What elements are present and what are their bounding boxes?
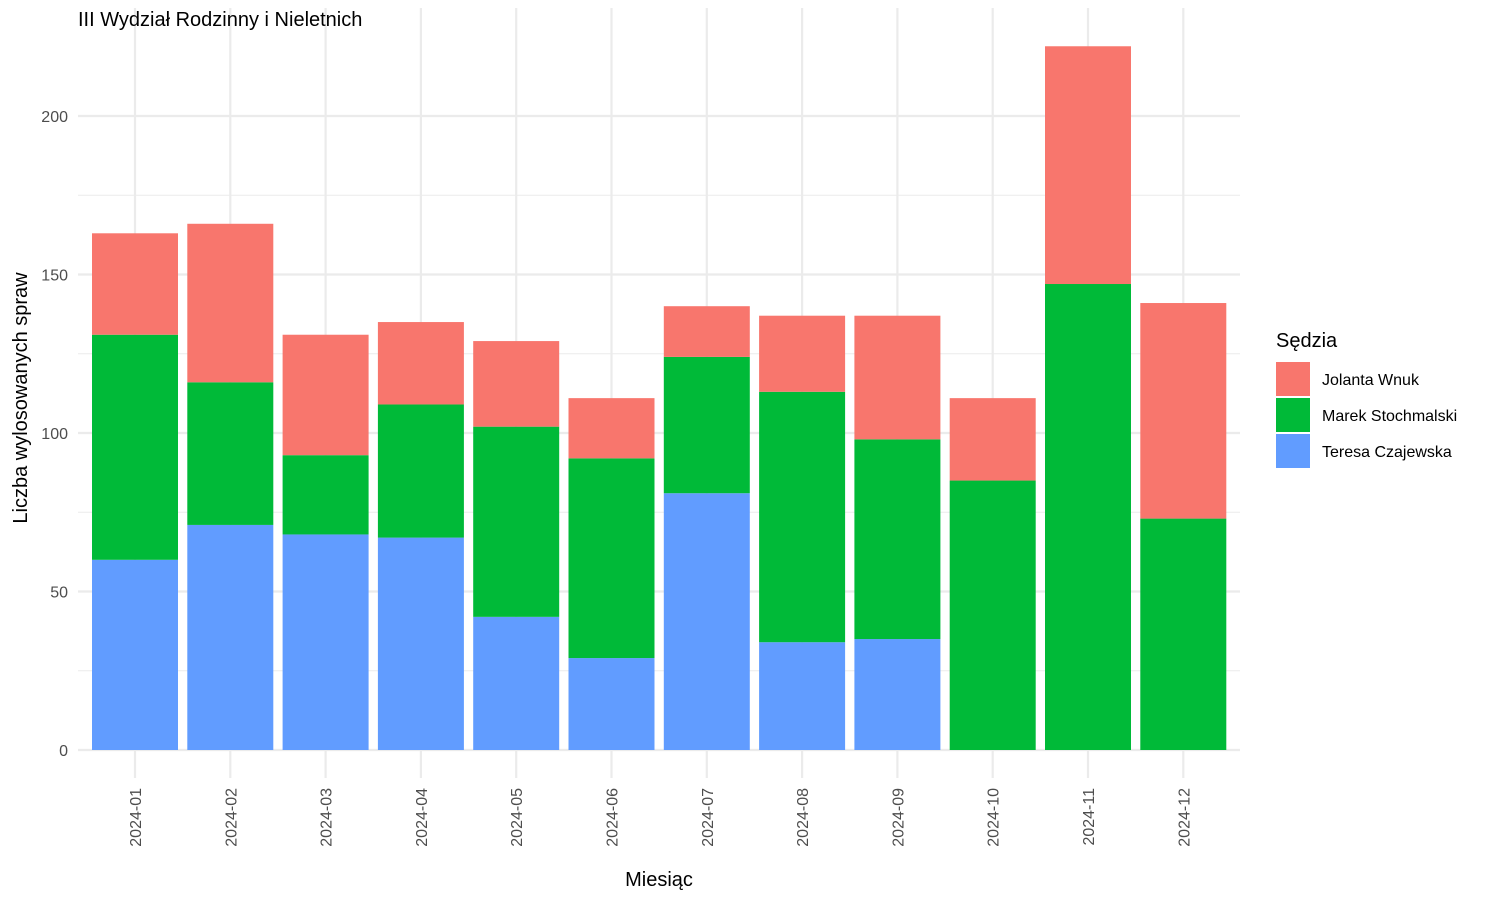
x-tick-label: 2024-01 (128, 788, 145, 847)
bar-jolanta-wnuk-2024-10 (949, 398, 1036, 481)
bar-jolanta-wnuk-2024-02 (187, 223, 274, 383)
bar-teresa-czajewska-2024-02 (187, 524, 274, 750)
bar-teresa-czajewska-2024-07 (663, 493, 750, 750)
bar-marek-stochmalski-2024-06 (568, 458, 655, 659)
bar-jolanta-wnuk-2024-08 (759, 315, 846, 392)
y-tick-label: 200 (41, 109, 68, 126)
bar-marek-stochmalski-2024-04 (377, 404, 464, 538)
bar-teresa-czajewska-2024-03 (282, 534, 369, 750)
bar-jolanta-wnuk-2024-03 (282, 334, 369, 456)
bar-marek-stochmalski-2024-08 (759, 391, 846, 643)
legend-label-teresa-czajewska: Teresa Czajewska (1322, 444, 1452, 461)
legend-key-marek-stochmalski (1276, 398, 1310, 432)
x-tick-label: 2024-05 (509, 788, 526, 847)
x-tick-label: 2024-03 (319, 788, 336, 847)
bar-teresa-czajewska-2024-04 (377, 537, 464, 750)
bar-marek-stochmalski-2024-09 (854, 439, 941, 640)
bar-jolanta-wnuk-2024-07 (663, 306, 750, 357)
y-tick-label: 150 (41, 268, 68, 285)
bar-marek-stochmalski-2024-03 (282, 455, 369, 535)
bar-jolanta-wnuk-2024-01 (92, 233, 178, 335)
x-axis-ticks: 2024-01 2024-02 2024-03 2024-04 2024-05 2024-… (128, 788, 1193, 847)
x-tick-label: 2024-08 (795, 788, 812, 847)
legend-key-teresa-czajewska (1276, 434, 1310, 468)
y-tick-label: 50 (50, 585, 68, 602)
bar-marek-stochmalski-2024-01 (92, 334, 178, 560)
bar-jolanta-wnuk-2024-06 (568, 398, 655, 459)
y-tick-label: 0 (59, 743, 68, 760)
x-tick-label: 2024-06 (605, 788, 622, 847)
y-tick-label: 100 (41, 426, 68, 443)
bar-jolanta-wnuk-2024-04 (377, 322, 464, 405)
bar-teresa-czajewska-2024-06 (568, 658, 655, 750)
y-axis-ticks: 0 50 100 150 200 (41, 109, 68, 760)
legend-title: Sędzia (1276, 330, 1338, 352)
bars (92, 46, 1227, 750)
bar-teresa-czajewska-2024-05 (473, 616, 560, 750)
legend-label-marek-stochmalski: Marek Stochmalski (1322, 408, 1457, 425)
x-tick-label: 2024-10 (986, 788, 1003, 847)
bar-jolanta-wnuk-2024-09 (854, 315, 941, 440)
legend-key-jolanta-wnuk (1276, 362, 1310, 396)
bar-marek-stochmalski-2024-12 (1140, 518, 1227, 750)
bar-teresa-czajewska-2024-01 (92, 559, 178, 750)
bar-marek-stochmalski-2024-02 (187, 382, 274, 525)
x-tick-label: 2024-12 (1176, 788, 1193, 847)
bar-marek-stochmalski-2024-07 (663, 356, 750, 494)
x-tick-label: 2024-07 (700, 788, 717, 847)
bar-teresa-czajewska-2024-09 (854, 639, 941, 750)
legend-label-jolanta-wnuk: Jolanta Wnuk (1322, 372, 1420, 389)
x-tick-label: 2024-02 (223, 788, 240, 847)
x-tick-label: 2024-04 (414, 788, 431, 847)
bar-teresa-czajewska-2024-08 (759, 642, 846, 750)
bar-marek-stochmalski-2024-05 (473, 426, 560, 617)
bar-jolanta-wnuk-2024-12 (1140, 303, 1227, 519)
bar-jolanta-wnuk-2024-05 (473, 341, 560, 427)
legend: Sędzia Jolanta Wnuk Marek Stochmalski Tere… (1276, 330, 1457, 468)
bar-jolanta-wnuk-2024-11 (1045, 46, 1131, 285)
bar-marek-stochmalski-2024-11 (1045, 284, 1131, 750)
x-tick-label: 2024-09 (890, 788, 907, 847)
x-tick-label: 2024-11 (1081, 788, 1098, 846)
x-axis-title: Miesiąc (625, 869, 693, 891)
bar-marek-stochmalski-2024-10 (949, 480, 1036, 750)
chart-title: III Wydział Rodzinny i Nieletnich (78, 9, 362, 31)
y-axis-title: Liczba wylosowanych spraw (10, 272, 32, 524)
